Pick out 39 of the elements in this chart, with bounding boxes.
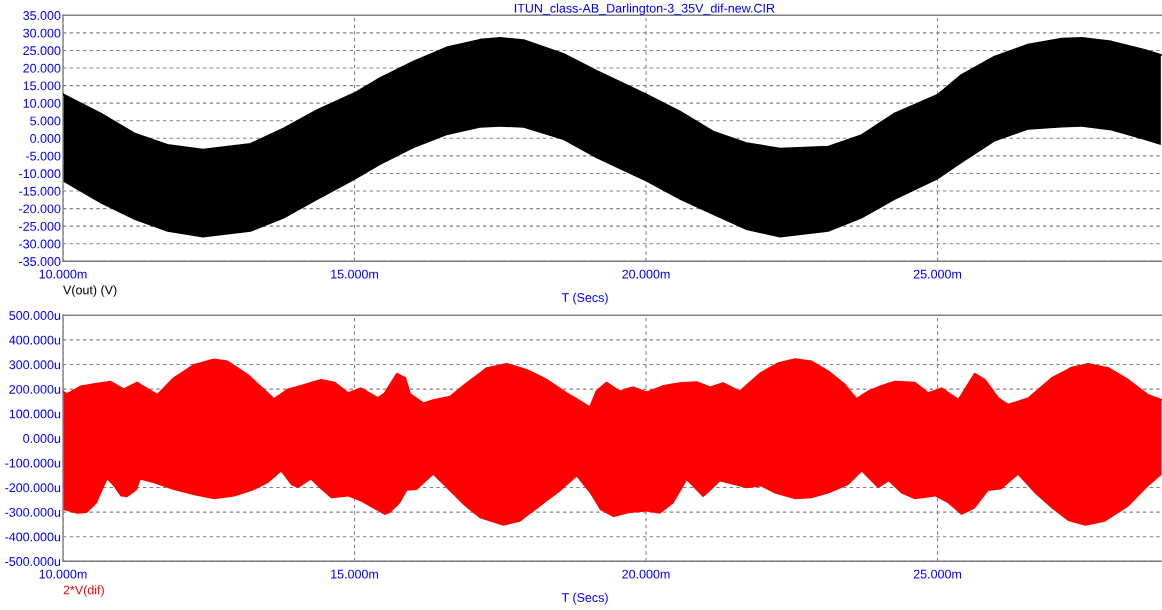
y-tick-label: 500.000u — [9, 311, 61, 320]
y-tick-label: 0.000u — [23, 434, 61, 443]
x-tick-label: 15.000m — [331, 269, 379, 279]
y-tick-label: 30.000 — [23, 28, 61, 38]
y-tick-label: 10.000 — [23, 98, 61, 108]
y-tick-label: -100.000u — [5, 458, 61, 468]
x-tick-label: 20.000m — [622, 569, 670, 579]
y-tick-label: -25.000 — [19, 221, 61, 231]
y-tick-label: -300.000u — [5, 507, 61, 517]
x-tick-label: 25.000m — [913, 269, 962, 279]
x-tick-label: 25.000m — [913, 569, 962, 579]
x-axis-title: T (Secs) — [561, 292, 608, 305]
text: 2*V(dif) — [63, 585, 104, 597]
y-tick-label: -400.000u — [5, 532, 61, 542]
x-tick-label: 10.000m — [39, 569, 87, 579]
y-tick-label: 200.000u — [9, 384, 61, 394]
y-tick-label: 5.000 — [30, 116, 61, 126]
y-tick-label: 400.000u — [9, 335, 61, 345]
y-tick-label: -200.000u — [5, 483, 61, 493]
y-tick-label: 0.000 — [30, 134, 61, 143]
x-tick-label: 10.000m — [39, 269, 87, 279]
y-tick-label: -20.000 — [19, 204, 61, 214]
text: V(out) (V) — [63, 285, 117, 297]
y-tick-label: -10.000 — [19, 169, 61, 179]
y-tick-label: 15.000 — [23, 81, 61, 91]
x-tick-label: 20.000m — [622, 269, 670, 279]
y-tick-label: -15.000 — [19, 186, 61, 196]
y-tick-label: 100.000u — [9, 409, 61, 419]
x-axis-title: T (Secs) — [561, 592, 608, 605]
y-tick-label: 35.000 — [23, 11, 61, 20]
chart-title: ITUN_class-AB_Darlington-3_35V_dif-new.CIR — [514, 3, 775, 16]
y-tick-label: 25.000 — [23, 46, 61, 56]
y-tick-label: -35.000 — [19, 257, 61, 266]
y-tick-label: -5.000 — [26, 151, 61, 161]
y-tick-label: 20.000 — [23, 63, 61, 73]
y-tick-label: 300.000u — [9, 360, 61, 370]
y-tick-label: -500.000u — [5, 557, 61, 566]
x-tick-label: 15.000m — [331, 569, 379, 579]
y-tick-label: -30.000 — [19, 239, 61, 249]
